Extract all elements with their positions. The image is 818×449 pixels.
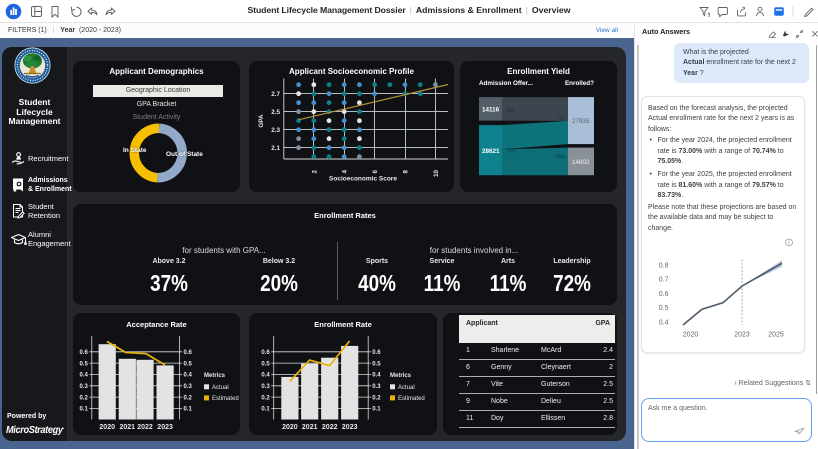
- svg-text:Actual: Actual: [398, 385, 415, 391]
- svg-text:27935: 27935: [572, 118, 590, 125]
- svg-text:Metrics: Metrics: [390, 373, 412, 379]
- svg-text:2.3: 2.3: [271, 127, 280, 134]
- svg-text:No: No: [557, 115, 566, 122]
- svg-text:Enrolled?: Enrolled?: [565, 80, 594, 87]
- svg-text:0.3: 0.3: [372, 384, 381, 390]
- svg-text:Yes: Yes: [555, 154, 565, 161]
- svg-text:0.6: 0.6: [261, 350, 270, 356]
- svg-text:2021: 2021: [120, 424, 136, 431]
- svg-text:2.7: 2.7: [271, 91, 280, 98]
- svg-text:14802: 14802: [572, 159, 590, 166]
- svg-text:28621: 28621: [482, 148, 500, 155]
- svg-text:0.1: 0.1: [261, 407, 270, 413]
- svg-text:0.1: 0.1: [79, 407, 88, 413]
- svg-text:0.3: 0.3: [261, 384, 270, 390]
- svg-text:0.6: 0.6: [372, 350, 381, 356]
- svg-text:0.3: 0.3: [79, 384, 88, 390]
- svg-text:0.1: 0.1: [372, 407, 381, 413]
- svg-text:2023: 2023: [734, 332, 750, 339]
- svg-text:Yes: Yes: [506, 148, 516, 155]
- svg-text:0.4: 0.4: [184, 373, 193, 379]
- svg-text:Socioeconomic Score: Socioeconomic Score: [329, 176, 397, 183]
- svg-text:Metrics: Metrics: [204, 373, 226, 379]
- svg-text:2.5: 2.5: [271, 109, 280, 116]
- svg-text:0.2: 0.2: [79, 395, 88, 401]
- svg-text:No: No: [506, 107, 515, 114]
- svg-text:GPA: GPA: [258, 114, 265, 128]
- svg-text:0.6: 0.6: [184, 350, 193, 356]
- svg-text:Estimated: Estimated: [398, 396, 425, 402]
- svg-text:2: 2: [311, 170, 318, 174]
- svg-text:Estimated: Estimated: [212, 396, 239, 402]
- svg-text:0.4: 0.4: [79, 373, 88, 379]
- svg-text:2021: 2021: [302, 424, 318, 431]
- svg-text:0.3: 0.3: [184, 384, 193, 390]
- svg-text:0.5: 0.5: [261, 361, 270, 367]
- svg-text:Actual: Actual: [212, 385, 229, 391]
- svg-text:4: 4: [342, 170, 349, 174]
- svg-text:0.2: 0.2: [261, 395, 270, 401]
- svg-text:8: 8: [403, 170, 410, 174]
- svg-text:0.4: 0.4: [659, 319, 669, 326]
- svg-text:0.5: 0.5: [184, 361, 193, 367]
- svg-text:6: 6: [372, 170, 379, 174]
- svg-text:2.1: 2.1: [271, 145, 280, 152]
- svg-text:2022: 2022: [322, 424, 338, 431]
- svg-text:0.5: 0.5: [79, 361, 88, 367]
- svg-text:0.4: 0.4: [372, 373, 381, 379]
- svg-text:0.2: 0.2: [372, 395, 381, 401]
- svg-text:0.6: 0.6: [659, 291, 669, 298]
- svg-text:0.6: 0.6: [79, 350, 88, 356]
- svg-text:2020: 2020: [99, 424, 115, 431]
- svg-text:14116: 14116: [482, 107, 500, 114]
- svg-text:0.5: 0.5: [659, 305, 669, 312]
- svg-text:0.2: 0.2: [184, 395, 193, 401]
- svg-text:2020: 2020: [683, 332, 699, 339]
- svg-text:0.1: 0.1: [184, 407, 193, 413]
- svg-text:0.8: 0.8: [659, 262, 669, 269]
- svg-text:0.7: 0.7: [659, 277, 669, 284]
- svg-text:10: 10: [433, 170, 440, 178]
- svg-text:2023: 2023: [342, 424, 358, 431]
- svg-text:Admission Offer...: Admission Offer...: [479, 80, 533, 87]
- svg-text:2020: 2020: [282, 424, 298, 431]
- svg-text:2025: 2025: [768, 332, 784, 339]
- svg-text:0.4: 0.4: [261, 373, 270, 379]
- svg-text:0.5: 0.5: [372, 361, 381, 367]
- svg-text:2023: 2023: [157, 424, 173, 431]
- svg-text:2022: 2022: [137, 424, 153, 431]
